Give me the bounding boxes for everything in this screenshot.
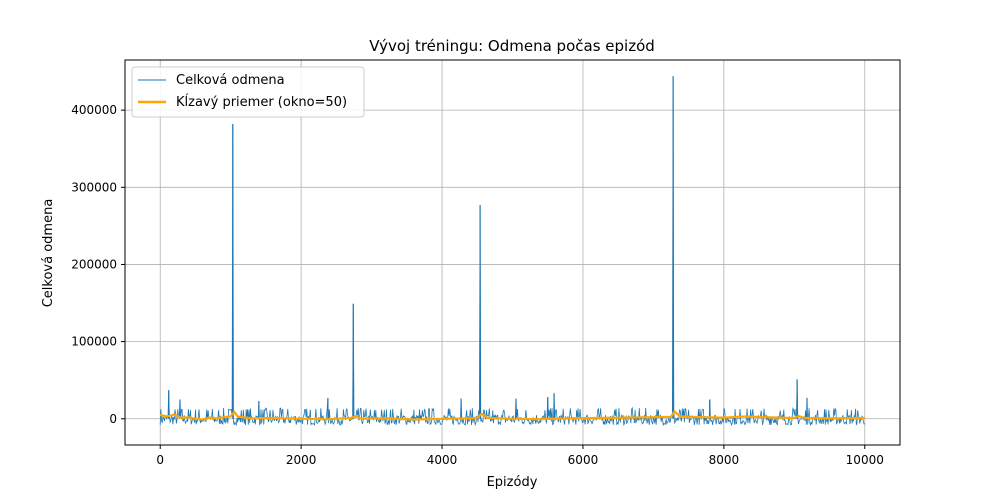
series-klzavy-priemer-line	[159, 410, 865, 421]
x-axis-ticks: 0 2000 4000 6000 8000 10000	[156, 445, 884, 467]
grid-lines	[125, 60, 900, 445]
y-tick-label: 300000	[71, 180, 117, 194]
legend-label-celkova-odmena: Celková odmena	[176, 73, 285, 88]
x-tick-label: 4000	[427, 453, 458, 467]
legend-box	[131, 66, 365, 118]
y-tick-label: 400000	[71, 103, 117, 117]
x-tick-label: 10000	[846, 453, 884, 467]
y-axis-label: Celková odmena	[41, 199, 56, 308]
x-tick-label: 0	[156, 453, 164, 467]
x-tick-label: 2000	[286, 453, 317, 467]
plot-area-frame	[124, 59, 901, 446]
y-tick-label: 0	[109, 412, 117, 426]
x-axis-label: Epizódy	[487, 475, 538, 490]
legend-label-klzavy-priemer: Kĺzavý priemer (okno=50)	[176, 94, 347, 110]
y-axis-ticks: 0 100000 200000 300000 400000	[71, 103, 125, 426]
x-tick-label: 6000	[568, 453, 599, 467]
y-tick-label: 200000	[71, 257, 117, 271]
chart-title: Vývoj tréningu: Odmena počas epizód	[369, 37, 655, 55]
legend: Celková odmena Kĺzavý priemer (okno=50)	[131, 66, 365, 118]
y-tick-label: 100000	[71, 335, 117, 349]
x-tick-label: 8000	[709, 453, 740, 467]
plot-series	[159, 76, 865, 427]
